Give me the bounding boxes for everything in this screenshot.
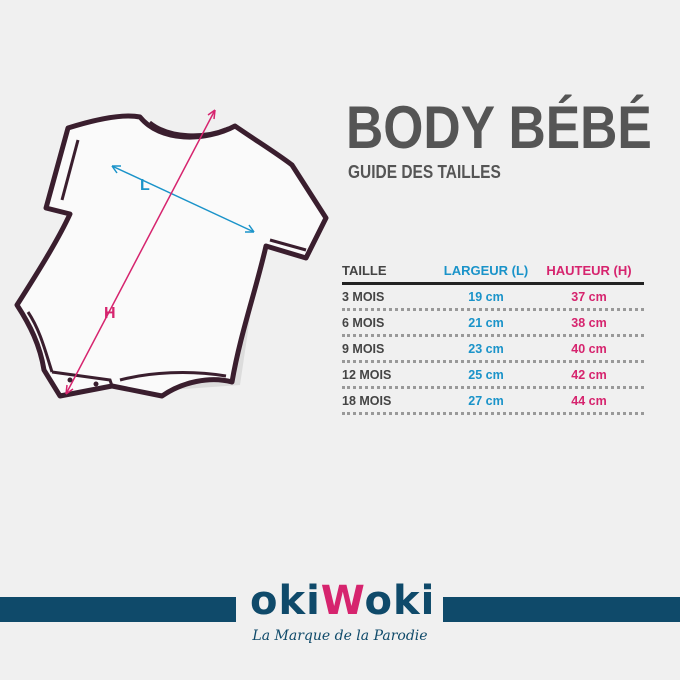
bodysuit-illustration: L H [14,109,329,399]
snap-icon [67,377,73,383]
footer-bar-right [443,597,680,622]
height-label: H [104,305,116,322]
header-height: HAUTEUR (H) [546,262,632,278]
crotch-flap [51,370,114,387]
table-row: 3 MOIS 19 cm 37 cm [342,285,644,311]
size-cell: 6 MOIS [342,315,385,330]
width-cell: 19 cm [468,289,504,304]
size-cell: 12 MOIS [342,367,392,382]
bodysuit-outline [14,113,329,399]
height-cell: 40 cm [571,341,607,356]
sleeve-rib-right [269,238,307,252]
leg-rib [26,311,227,382]
brand-tagline: La Marque de la Parodie [252,628,428,644]
neck-rib [149,120,229,137]
page-subtitle: GUIDE DES TAILLES [348,162,501,182]
height-cell: 44 cm [571,393,607,408]
table-row: 9 MOIS 23 cm 40 cm [342,337,644,363]
height-arrow [65,109,216,395]
size-cell: 3 MOIS [342,289,385,304]
size-cell: 18 MOIS [342,393,392,408]
logo-part: oki [364,578,436,624]
page-title: BODY BÉBÉ [346,94,652,161]
width-label: L [140,177,150,194]
sleeve-rib-left [60,139,80,201]
table-row: 18 MOIS 27 cm 44 cm [342,389,644,415]
height-cell: 37 cm [571,289,607,304]
table-header: TAILLE LARGEUR (L) HAUTEUR (H) [342,258,644,285]
header-size: TAILLE [342,262,387,278]
logo-part: W [320,578,365,624]
width-cell: 21 cm [468,315,504,330]
table-row: 6 MOIS 21 cm 38 cm [342,311,644,337]
height-cell: 42 cm [571,367,607,382]
width-cell: 27 cm [468,393,504,408]
arrowhead [65,109,216,395]
footer-bar-left [0,597,236,622]
size-table: TAILLE LARGEUR (L) HAUTEUR (H) 3 MOIS 19… [342,258,644,415]
width-cell: 25 cm [468,367,504,382]
header-width: LARGEUR (L) [443,262,529,278]
logo-part: oki [250,578,321,624]
arrowhead [111,165,255,233]
table-row: 12 MOIS 25 cm 42 cm [342,363,644,389]
height-cell: 38 cm [571,315,607,330]
size-cell: 9 MOIS [342,341,385,356]
width-arrow [111,165,255,233]
width-cell: 23 cm [468,341,504,356]
brand-logo: okiWoki [250,578,434,624]
snap-icon [93,381,99,387]
